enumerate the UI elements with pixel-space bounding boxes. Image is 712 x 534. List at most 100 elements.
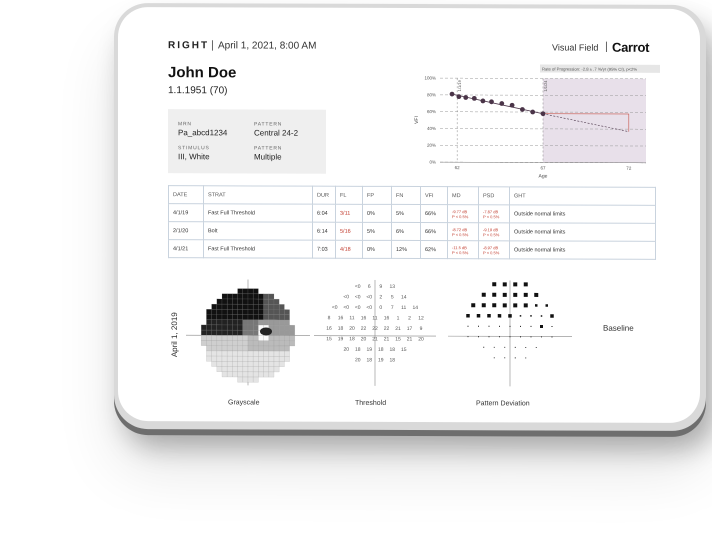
grayscale-cell xyxy=(253,298,259,305)
threshold-value: 19 xyxy=(338,336,344,342)
data-point xyxy=(449,91,455,97)
grayscale-cell xyxy=(273,351,280,357)
grayscale-cell xyxy=(247,361,254,367)
grayscale-cell xyxy=(206,314,212,320)
threshold-value: 18 xyxy=(389,357,395,363)
brand-logo: Carrot xyxy=(612,39,650,55)
threshold-value: <0 xyxy=(355,284,361,290)
grayscale-cell xyxy=(211,361,217,367)
grayscale-cell xyxy=(268,304,275,310)
table-row[interactable]: 2/1/20 Bolt 6:14 5/16 5% 6% 66% -8.72 dB… xyxy=(168,221,656,242)
threshold-value: 14 xyxy=(401,294,407,300)
col-header-md: MD xyxy=(447,186,479,205)
grayscale-cell xyxy=(242,366,249,372)
grayscale-cell xyxy=(211,314,217,320)
grayscale-cell xyxy=(221,304,228,310)
grayscale-cell xyxy=(284,356,290,362)
data-point xyxy=(480,98,486,104)
grayscale-cell xyxy=(221,345,228,352)
threshold-value: 16 xyxy=(361,315,367,321)
grayscale-cell xyxy=(216,356,223,362)
grayscale-cell xyxy=(242,298,249,305)
col-header-strat: STRAT xyxy=(203,185,313,205)
grayscale-cell xyxy=(258,361,264,367)
cell-date: 4/1/21 xyxy=(168,239,204,258)
cell-date: 4/1/19 xyxy=(168,203,204,222)
grayscale-cell xyxy=(247,340,254,346)
threshold-value: 9 xyxy=(379,284,382,290)
grayscale-cell xyxy=(227,298,233,305)
chart-title: Rate of Progression: -2.8 ± .7 %/yr (95%… xyxy=(542,66,637,71)
threshold-value: 22 xyxy=(384,326,390,332)
cell-psd: -8.97 dB P < 0.5% xyxy=(478,240,510,259)
grayscale-cell xyxy=(242,350,249,357)
grayscale-cell xyxy=(237,376,243,383)
grayscale-cell xyxy=(221,298,228,305)
grayscale-cell xyxy=(216,309,223,315)
grayscale-cell xyxy=(216,335,223,341)
grayscale-cell xyxy=(253,330,259,336)
grayscale-cell xyxy=(206,345,212,351)
cell-md: -9.77 dB P < 0.5% xyxy=(447,204,479,223)
deviation-symbol xyxy=(523,282,528,287)
grayscale-cell xyxy=(253,350,259,357)
deviation-symbol xyxy=(467,336,469,338)
grayscale-cell xyxy=(216,324,223,331)
deviation-symbol xyxy=(523,303,528,308)
results-table: DATE STRAT DUR FL FP FN VFI MD PSD GHT 4… xyxy=(168,185,656,260)
grayscale-cell xyxy=(268,299,275,305)
deviation-symbol xyxy=(535,346,537,348)
grayscale-cell xyxy=(227,324,233,331)
psd-p: P < 0.5% xyxy=(483,231,500,237)
deviation-symbol xyxy=(509,325,511,327)
header-divider: | xyxy=(211,39,214,52)
grayscale-cell xyxy=(211,330,217,336)
grayscale-plot xyxy=(186,279,310,386)
threshold-value: 18 xyxy=(389,347,395,353)
cell-ght: Outside normal limits xyxy=(509,240,656,260)
deviation-symbol xyxy=(530,336,532,338)
grayscale-cell xyxy=(253,340,259,346)
grayscale-cell xyxy=(232,361,238,367)
grayscale-cell xyxy=(216,314,223,320)
grayscale-cell xyxy=(242,293,249,300)
threshold-value: 17 xyxy=(407,326,413,332)
grayscale-cell xyxy=(206,324,212,331)
grayscale-cell xyxy=(263,371,269,378)
cell-md: -11.5 dB P < 0.5% xyxy=(447,240,479,259)
grayscale-cell xyxy=(211,304,217,310)
grayscale-cell xyxy=(273,330,280,336)
table-row[interactable]: 4/1/19 Fast Full Threshold 6:04 3/11 0% … xyxy=(168,203,656,224)
deviation-symbol xyxy=(550,314,554,318)
grayscale-cell xyxy=(258,319,264,326)
grayscale-cell xyxy=(216,304,223,310)
grayscale-cell xyxy=(216,340,223,346)
grayscale-cell xyxy=(247,371,254,378)
threshold-value: <0 xyxy=(332,305,338,311)
grayscale-cell xyxy=(211,335,217,341)
deviation-symbol xyxy=(513,282,518,287)
deviation-symbol xyxy=(530,315,532,317)
grayscale-cell xyxy=(201,324,207,331)
threshold-value: 20 xyxy=(349,326,355,332)
tablet-device: RIGHT | April 1, 2021, 8:00 AM Visual Fi… xyxy=(114,2,706,432)
table-row[interactable]: 4/1/21 Fast Full Threshold 7:03 4/18 0% … xyxy=(168,239,656,260)
grayscale-cell xyxy=(221,371,228,378)
threshold-value: 18 xyxy=(355,347,361,353)
cell-fl: 4/18 xyxy=(335,240,363,259)
grayscale-cell xyxy=(258,350,264,357)
grayscale-cell xyxy=(206,330,212,336)
grayscale-cell xyxy=(201,335,207,341)
grayscale-cell xyxy=(263,361,269,367)
x-tick-label: 62 xyxy=(455,165,461,170)
mrn-value: Pa_abcd1234 xyxy=(178,128,228,138)
grayscale-cell xyxy=(216,350,223,357)
grayscale-cell xyxy=(263,345,269,352)
data-point xyxy=(489,99,494,105)
deviation-symbol xyxy=(513,303,518,308)
deviation-symbol xyxy=(502,282,507,287)
cell-fl: 3/11 xyxy=(335,204,363,223)
grayscale-cell xyxy=(232,356,238,362)
cell-dur: 6:14 xyxy=(312,222,336,241)
patient-info-box: MRN Pa_abcd1234 PATTERN Central 24-2 STI… xyxy=(168,109,326,174)
